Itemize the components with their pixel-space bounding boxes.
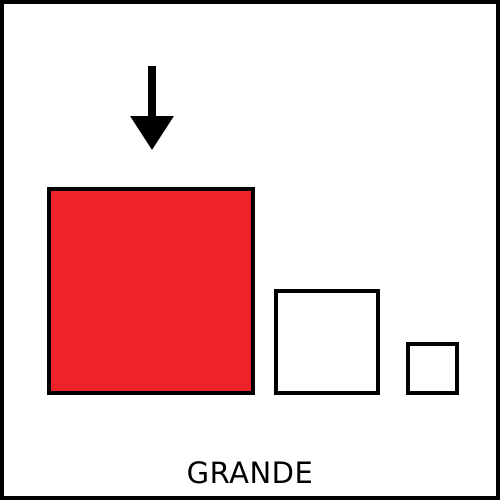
square-medium xyxy=(274,289,380,395)
caption-label: GRANDE xyxy=(186,456,314,490)
arrow-down-icon xyxy=(130,66,174,150)
square-small xyxy=(406,342,459,395)
square-large xyxy=(47,187,255,395)
